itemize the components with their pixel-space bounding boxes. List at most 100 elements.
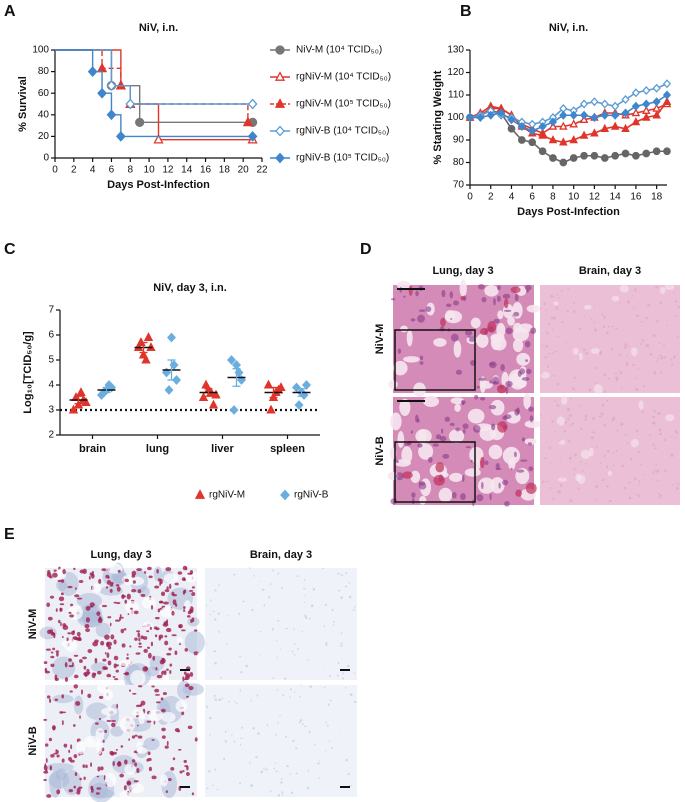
tissue-texture <box>282 694 285 697</box>
tissue-texture <box>69 690 73 693</box>
y-tick-label: 20 <box>38 131 50 142</box>
tissue-texture <box>640 321 644 323</box>
tissue-texture <box>348 595 352 599</box>
tissue-texture <box>178 748 182 751</box>
tissue-texture <box>277 722 280 724</box>
tissue-texture <box>570 397 572 400</box>
tissue-texture <box>121 595 126 598</box>
tissue-texture <box>526 304 541 313</box>
tissue-texture <box>112 675 116 678</box>
x-tick-label: 0 <box>467 192 473 203</box>
tissue-texture <box>423 395 440 408</box>
tissue-texture <box>191 586 195 589</box>
tissue-texture <box>671 435 673 438</box>
tissue-texture <box>176 637 184 644</box>
tissue-texture <box>52 694 74 704</box>
tissue-texture <box>61 758 65 763</box>
tissue-texture <box>90 785 94 790</box>
tissue-texture <box>134 734 138 737</box>
tissue-texture <box>49 595 55 599</box>
tissue-texture <box>556 416 565 426</box>
tissue-texture <box>233 740 236 743</box>
tissue-texture <box>150 605 154 610</box>
tissue-texture <box>188 686 194 691</box>
tissue-texture <box>608 499 612 503</box>
tissue-texture <box>606 465 608 469</box>
tissue-texture <box>72 724 76 727</box>
tissue-texture <box>296 575 299 577</box>
tissue-texture <box>86 668 90 673</box>
tissue-texture <box>85 702 109 720</box>
x-tick-label: 0 <box>52 165 58 176</box>
tissue-texture <box>347 664 350 668</box>
tissue-texture <box>79 777 82 781</box>
tissue-texture <box>69 614 75 618</box>
tissue-texture <box>95 722 99 725</box>
tissue-texture <box>82 656 87 660</box>
marker <box>663 147 671 156</box>
x-tick-label: 16 <box>200 165 212 176</box>
tissue-texture <box>48 737 53 742</box>
tissue-texture <box>154 585 160 589</box>
tissue-texture <box>479 396 486 401</box>
tissue-texture <box>81 689 84 695</box>
tissue-texture <box>650 479 653 481</box>
tissue-texture <box>465 446 472 449</box>
tissue-texture <box>169 663 173 667</box>
tissue-texture <box>664 469 667 473</box>
tissue-texture <box>601 403 605 407</box>
histology-image <box>387 393 541 507</box>
marker <box>276 382 286 392</box>
tissue-texture <box>496 384 507 394</box>
tissue-texture <box>131 735 136 739</box>
legend-label: rgNiV-M <box>209 490 245 501</box>
tissue-texture <box>525 368 532 375</box>
tissue-texture <box>445 310 456 322</box>
tissue-texture <box>83 665 87 670</box>
x-tick-label: 6 <box>109 165 115 176</box>
marker <box>662 79 672 89</box>
tissue-texture <box>85 617 90 623</box>
tissue-texture <box>160 774 168 787</box>
marker <box>621 149 630 158</box>
tissue-texture <box>148 766 152 772</box>
tissue-texture <box>393 360 408 376</box>
tissue-texture <box>645 316 648 320</box>
tissue-texture <box>550 487 553 489</box>
tissue-texture <box>428 456 433 463</box>
tissue-texture <box>332 624 335 626</box>
tissue-texture <box>284 677 287 680</box>
tissue-texture <box>212 610 215 613</box>
tissue-texture <box>521 437 526 442</box>
tissue-texture <box>49 698 52 703</box>
tissue-texture <box>671 484 674 486</box>
tissue-texture <box>651 416 656 419</box>
tissue-texture <box>124 759 128 765</box>
tissue-texture <box>289 773 292 775</box>
tissue-texture <box>307 769 310 773</box>
tissue-texture <box>461 400 464 406</box>
tissue-texture <box>567 287 570 290</box>
tissue-texture <box>296 648 299 650</box>
tissue-texture <box>636 493 638 496</box>
tissue-texture <box>654 447 658 450</box>
tissue-texture <box>249 761 251 765</box>
tissue-texture <box>265 768 268 771</box>
tissue-texture <box>189 570 194 575</box>
tissue-texture <box>250 784 253 787</box>
tissue-texture <box>290 791 294 795</box>
tissue-texture <box>155 667 158 671</box>
tissue-bg <box>540 285 680 393</box>
tissue-texture <box>518 323 533 333</box>
tissue-texture <box>584 414 588 418</box>
tissue-texture <box>479 426 497 441</box>
tissue-texture <box>161 735 166 739</box>
tissue-texture <box>657 497 660 499</box>
tissue-texture <box>85 605 91 611</box>
tissue-texture <box>294 747 298 750</box>
tissue-texture <box>546 331 549 335</box>
tissue-texture <box>306 786 310 790</box>
tissue-texture <box>515 489 522 497</box>
tissue-texture <box>227 615 229 617</box>
marker <box>590 113 599 122</box>
